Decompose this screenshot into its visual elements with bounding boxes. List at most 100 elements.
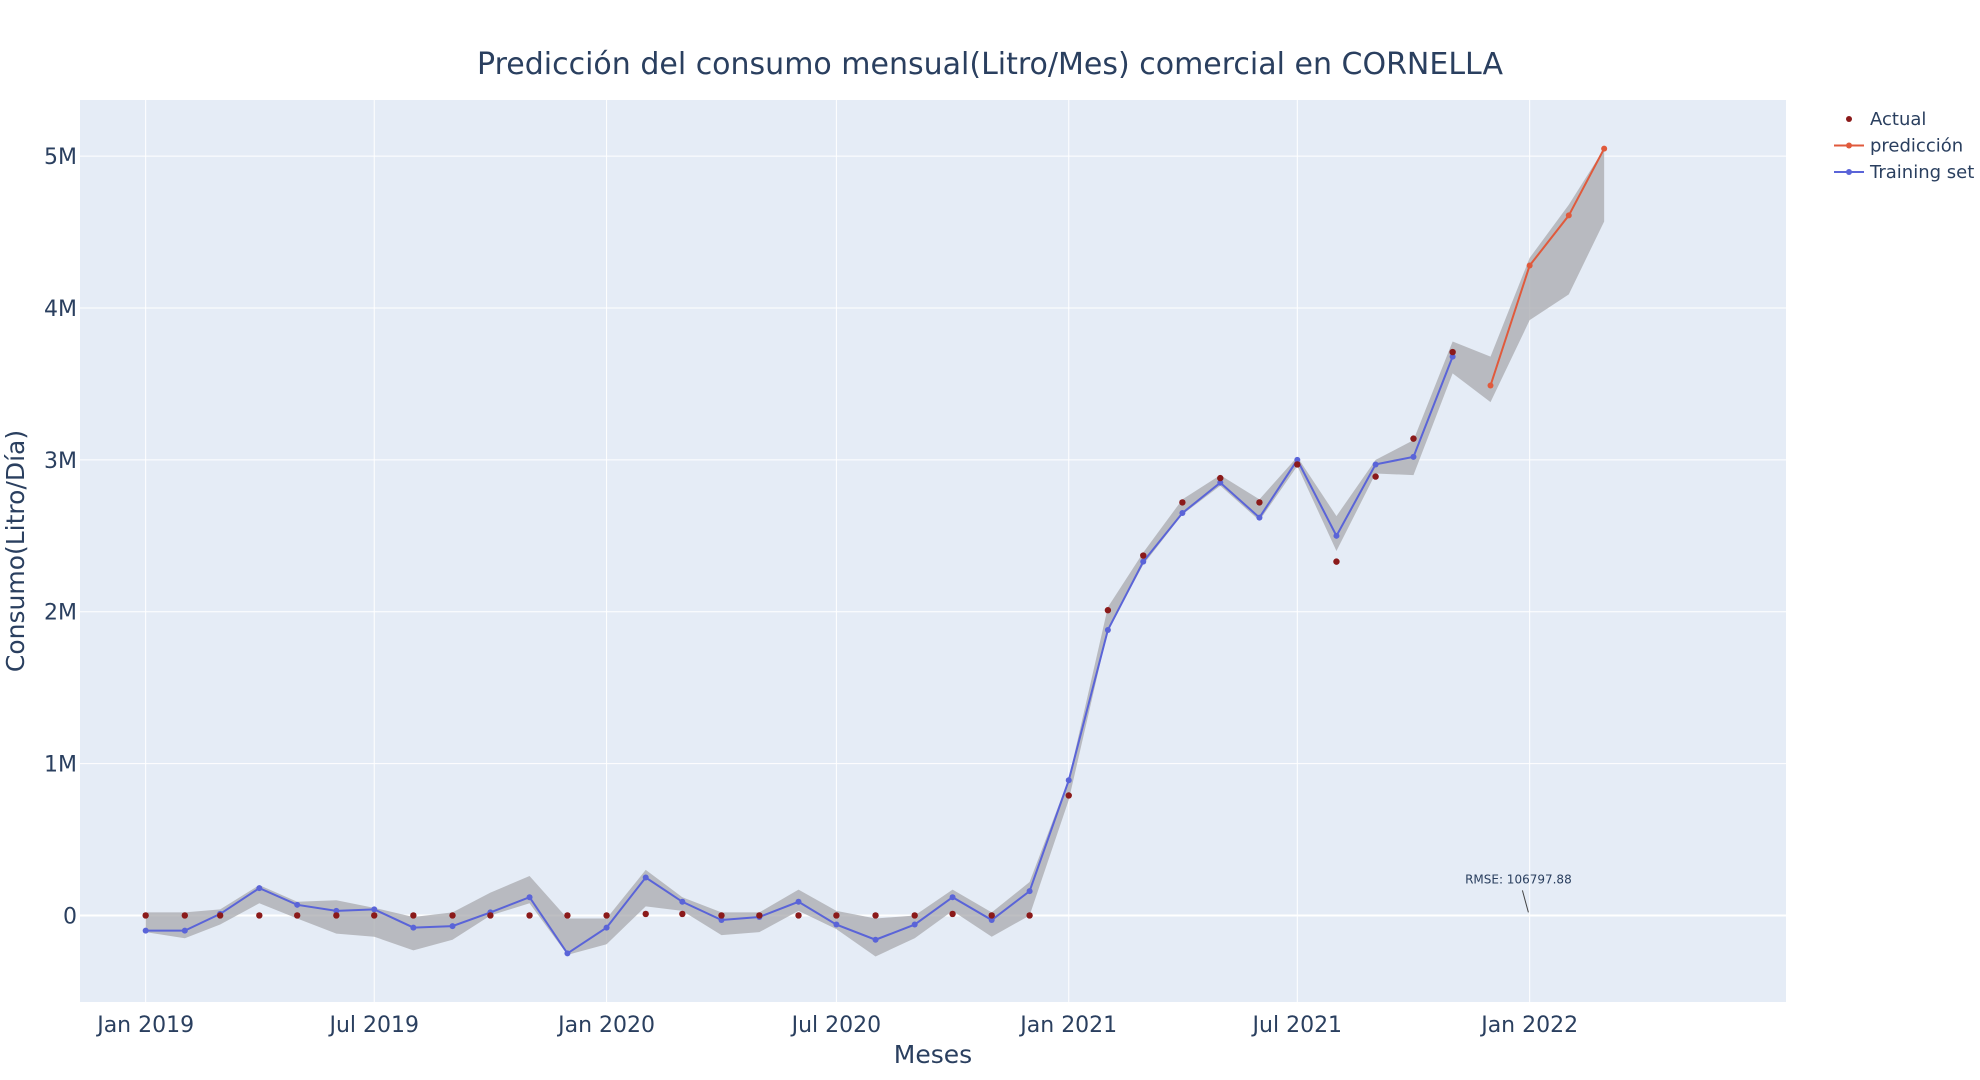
training-point[interactable] <box>564 950 571 957</box>
training-point[interactable] <box>449 923 456 930</box>
training-point[interactable] <box>1179 510 1186 517</box>
training-point[interactable] <box>679 898 686 905</box>
training-point[interactable] <box>718 917 725 923</box>
legend-item-prediction[interactable]: predicción <box>1834 136 1963 157</box>
training-point[interactable] <box>1065 777 1072 784</box>
training-point[interactable] <box>181 927 188 934</box>
actual-point[interactable] <box>564 912 571 919</box>
training-point[interactable] <box>1217 479 1224 486</box>
actual-point[interactable] <box>1104 607 1112 614</box>
actual-point[interactable] <box>256 912 263 919</box>
actual-point[interactable] <box>487 912 494 919</box>
training-point[interactable] <box>1372 461 1379 468</box>
chart-title: Predicción del consumo mensual(Litro/Mes… <box>477 47 1503 82</box>
prediction-point[interactable] <box>1601 145 1608 152</box>
actual-point[interactable] <box>1065 792 1072 799</box>
legend[interactable]: Actual predicción Training set <box>1834 109 1974 183</box>
training-point[interactable] <box>410 924 417 931</box>
actual-point[interactable] <box>526 912 533 919</box>
training-point[interactable] <box>872 936 879 943</box>
actual-point[interactable] <box>216 912 224 919</box>
actual-point[interactable] <box>1140 552 1147 559</box>
actual-point[interactable] <box>756 912 763 919</box>
training-point[interactable] <box>1026 888 1033 895</box>
actual-point[interactable] <box>1372 473 1379 480</box>
legend-label: Training set <box>1869 162 1974 183</box>
plot-background <box>80 100 1786 1002</box>
training-series <box>142 353 1456 957</box>
x-tick-label: Jan 2020 <box>556 1013 655 1038</box>
training-point[interactable] <box>1410 453 1417 460</box>
annotation-arrow <box>1521 890 1529 913</box>
training-point[interactable] <box>642 874 649 881</box>
x-tick-label: Jan 2019 <box>95 1013 194 1038</box>
actual-point[interactable] <box>642 910 649 918</box>
actual-series <box>142 348 1456 919</box>
training-point[interactable] <box>256 885 263 892</box>
actual-point[interactable] <box>371 912 378 919</box>
actual-point[interactable] <box>911 912 918 919</box>
actual-point[interactable] <box>1256 499 1263 506</box>
prediction-point[interactable] <box>1565 212 1572 219</box>
actual-point[interactable] <box>293 912 301 919</box>
prediction-point[interactable] <box>1487 382 1494 389</box>
training-point[interactable] <box>1256 514 1263 521</box>
training-point[interactable] <box>949 894 956 901</box>
training-point[interactable] <box>333 907 340 914</box>
legend-swatch-marker <box>1846 142 1852 149</box>
training-point[interactable] <box>988 917 995 923</box>
x-tick-label: Jul 2021 <box>1251 1013 1343 1038</box>
actual-point[interactable] <box>833 912 840 919</box>
y-tick-label: 4M <box>44 297 77 322</box>
training-point[interactable] <box>795 898 802 905</box>
training-point[interactable] <box>1140 558 1147 565</box>
legend-item-actual[interactable]: Actual <box>1846 109 1926 130</box>
prediction-point[interactable] <box>1526 262 1533 269</box>
legend-item-training[interactable]: Training set <box>1834 162 1974 183</box>
rmse-annotation: RMSE: 106797.88 <box>1465 872 1572 886</box>
training-point[interactable] <box>526 894 533 901</box>
actual-point[interactable] <box>872 912 879 919</box>
series-layer <box>142 145 1608 957</box>
training-point[interactable] <box>294 901 301 908</box>
x-axis-title: Meses <box>894 1040 972 1069</box>
training-point[interactable] <box>142 927 149 934</box>
training-point[interactable] <box>1294 456 1301 463</box>
training-point[interactable] <box>1333 532 1340 539</box>
actual-point[interactable] <box>603 912 610 919</box>
prediction-line <box>1489 148 1606 386</box>
training-point[interactable] <box>603 924 610 931</box>
training-point[interactable] <box>1104 626 1111 633</box>
training-point[interactable] <box>1449 353 1456 360</box>
annotation-layer: RMSE: 106797.88 <box>1465 872 1572 913</box>
y-tick-label: 0 <box>63 904 77 929</box>
actual-point[interactable] <box>795 912 802 919</box>
x-axis-ticks: Jan 2019 Jul 2019 Jan 2020 Jul 2020 Jan 2021… <box>95 1013 1578 1038</box>
actual-point[interactable] <box>1026 912 1033 919</box>
actual-point[interactable] <box>1179 499 1186 506</box>
actual-point[interactable] <box>988 912 995 919</box>
y-tick-label: 1M <box>44 753 77 778</box>
y-axis-ticks: 0 1M 2M 3M 4M 5M <box>44 145 77 929</box>
training-point[interactable] <box>911 921 918 928</box>
actual-point[interactable] <box>1410 435 1417 442</box>
actual-point[interactable] <box>142 912 149 919</box>
y-tick-label: 2M <box>44 601 77 626</box>
training-point[interactable] <box>833 921 840 928</box>
actual-point[interactable] <box>449 912 456 919</box>
actual-point[interactable] <box>1333 558 1340 565</box>
actual-point[interactable] <box>410 912 417 919</box>
training-point[interactable] <box>371 906 378 913</box>
x-tick-label: Jan 2021 <box>1018 1013 1117 1038</box>
actual-point[interactable] <box>181 912 189 919</box>
actual-point[interactable] <box>718 912 725 919</box>
actual-point[interactable] <box>333 912 340 919</box>
x-tick-label: Jul 2020 <box>790 1013 882 1038</box>
actual-point[interactable] <box>679 910 686 918</box>
y-axis-title: Consumo(Litro/Día) <box>1 430 30 672</box>
actual-point[interactable] <box>949 910 956 918</box>
actual-point[interactable] <box>1449 348 1456 356</box>
actual-point[interactable] <box>1294 461 1301 468</box>
actual-point[interactable] <box>1217 474 1224 482</box>
